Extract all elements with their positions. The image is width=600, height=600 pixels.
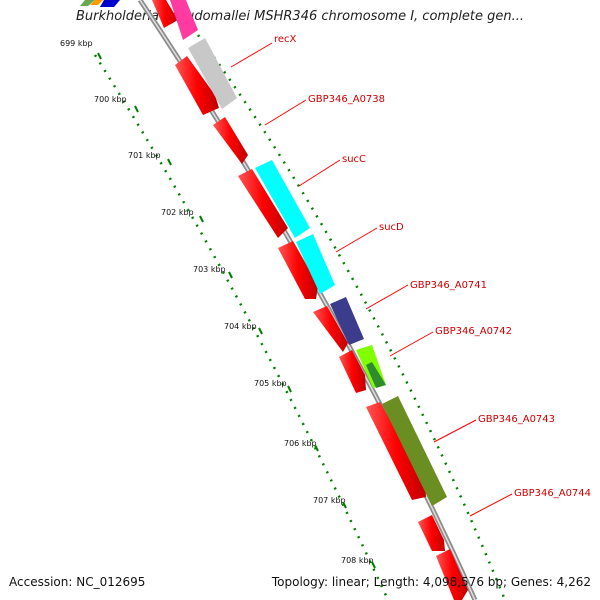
ruler-tick-mark [167,158,172,166]
gene-arrow[interactable] [238,169,288,238]
gene-label[interactable]: GBP346_A0744 [514,488,591,499]
gene-GBP346-magenta[interactable] [170,0,198,40]
gene-arrow[interactable] [278,241,318,299]
ruler-tick-label: 708 kbp [341,556,374,565]
partial-genes-top [80,0,120,7]
gene-label[interactable]: recX [274,34,297,45]
ruler-tick-label: 707 kbp [313,496,346,505]
gene-GBP346_A0741[interactable] [330,297,364,345]
ruler-tick-label: 703 kbp [193,265,226,274]
gene-arrow[interactable] [213,117,248,164]
gene-arrow[interactable] [339,350,366,393]
gene-GBP346_A0743[interactable] [382,396,447,506]
ruler-tick-mark [342,501,347,509]
gene-arrow[interactable] [175,56,219,115]
gene-recX[interactable] [188,38,237,109]
ruler-tick-mark [97,52,102,60]
gene-arrow[interactable] [366,402,426,500]
gene-arrow[interactable] [313,306,348,352]
gene-GBP346_A0742-tail [366,362,386,388]
ruler-tick-mark [287,385,292,393]
ruler-tick-label: 702 kbp [161,208,194,217]
genome-summary-text: Topology: linear; Length: 4,098,576 bp; … [271,575,591,589]
gene-sucD[interactable] [296,234,335,294]
ruler-tick-label: 700 kbp [94,95,127,104]
ruler-tick-label: 705 kbp [254,379,287,388]
gene-sucC[interactable] [255,160,310,238]
ruler-tick-mark [314,444,319,452]
gene-label[interactable]: GBP346_A0741 [410,280,487,291]
ruler-tick-mark [258,327,263,335]
ruler-tick-mark [371,561,376,569]
gene-arrow[interactable] [418,515,445,551]
gene-arrow[interactable] [152,0,178,28]
ruler-tick-mark [199,215,204,223]
gene-label[interactable]: sucD [379,222,404,233]
ruler-track [93,54,390,600]
ruler-tick-label: 704 kbp [224,322,257,331]
ruler-tick-mark [228,271,233,279]
gene-label[interactable]: GBP346_A0738 [308,94,385,105]
accession-text: Accession: NC_012695 [9,575,146,589]
ruler-tick-mark [134,105,139,113]
ruler-tick-label: 706 kbp [284,439,317,448]
ruler-tick-label: 701 kbp [128,151,161,160]
ruler-tick-label: 699 kbp [60,39,93,48]
gene-label[interactable]: GBP346_A0742 [435,326,512,337]
gene-arrow[interactable] [436,549,468,600]
gene-label[interactable]: sucC [342,154,366,165]
gene-label[interactable]: GBP346_A0743 [478,414,555,425]
